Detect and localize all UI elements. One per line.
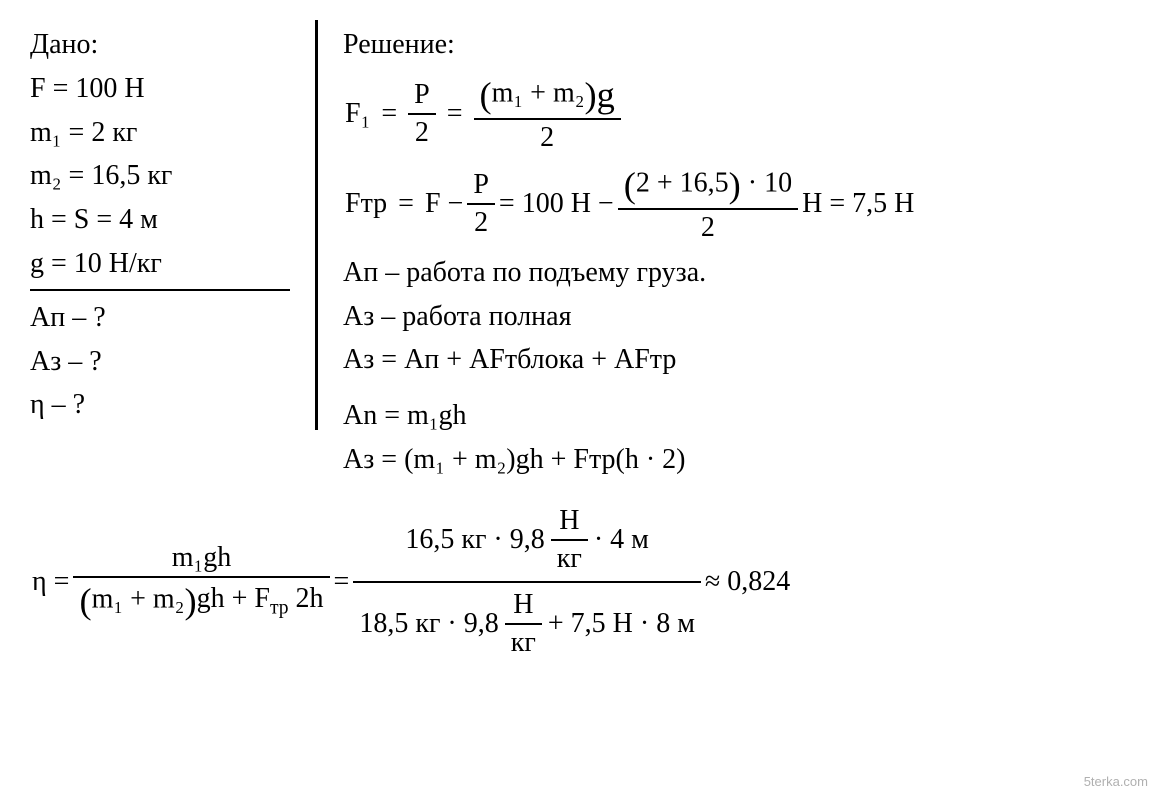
fraction: (m₁ + m₂)g 2 [474,74,621,154]
numerator: P [408,79,436,115]
numerator: (m₁ + m₂)g [474,74,621,120]
equation-An: An = m₁gh [343,397,1124,435]
given-title: Дано: [30,26,290,64]
note-Ap: Aп – работа по подъему груза. [343,254,1124,292]
given-F: F = 100 H [30,70,290,108]
denominator: 2 [474,120,621,154]
solution-title: Решение: [343,26,1124,64]
fraction: m₁gh (m₁ + m₂)gh + Fтр 2h [73,542,329,622]
equals-sign: = [391,188,421,220]
efficiency-equation-section: η = m₁gh (m₁ + m₂)gh + Fтр 2h = 16,5 кг … [30,505,1124,659]
equation-Az-expanded: Aз = (m₁ + m₂)gh + Fтр(h · 2) [343,441,1124,479]
equation-eta: η = m₁gh (m₁ + m₂)gh + Fтр 2h = 16,5 кг … [30,505,1124,659]
eq-term: F − [425,188,463,220]
denominator: 2 [408,115,436,149]
find-Ap: Aп – ? [30,299,290,337]
eq-term: = 100 H − [499,188,614,220]
unit-fraction: H кг [505,589,542,659]
fraction: ((2 + 16,5) · 102 + 16,5) · 10 2 [618,164,798,244]
given-column: Дано: F = 100 H m₁ = 2 кг m₂ = 16,5 кг h… [30,20,318,430]
find-eta: η – ? [30,386,290,424]
equals-sign: = [334,566,350,598]
given-hs: h = S = 4 м [30,201,290,239]
fraction: P 2 [408,79,436,149]
solution-column: Решение: F₁ = P 2 = (m₁ + m₂)g 2 Fтр = F… [318,20,1124,485]
eq-rhs: H = 7,5 H [802,188,914,220]
equation-F1: F₁ = P 2 = (m₁ + m₂)g 2 [343,74,1124,154]
numerator: P [467,169,495,205]
problem-layout: Дано: F = 100 H m₁ = 2 кг m₂ = 16,5 кг h… [30,20,1124,485]
note-Az: Aз – работа полная [343,298,1124,336]
equation-Az-sum: Aз = Aп + AFтблока + AFтр [343,341,1124,379]
given-m2: m₂ = 16,5 кг [30,157,290,195]
denominator: (m₁ + m₂)gh + Fтр 2h [73,578,329,622]
equals-sign: = [374,98,404,130]
given-g: g = 10 Н/кг [30,245,290,283]
given-divider [30,289,290,291]
denominator: 18,5 кг · 9,8 H кг + 7,5 H · 8 м [353,583,701,659]
given-m1: m₁ = 2 кг [30,114,290,152]
equation-Ftr: Fтр = F − P 2 = 100 H − ((2 + 16,5) · 10… [343,164,1124,244]
watermark: 5terka.com [1084,774,1148,789]
fraction: P 2 [467,169,495,239]
approx-result: ≈ 0,824 [705,566,790,598]
numerator: 16,5 кг · 9,8 H кг · 4 м [353,505,701,583]
unit-fraction: H кг [551,505,588,575]
numerator: ((2 + 16,5) · 102 + 16,5) · 10 [618,164,798,210]
eq-lhs: Fтр [345,188,387,220]
denominator: 2 [467,205,495,239]
fraction: 16,5 кг · 9,8 H кг · 4 м 18,5 кг · 9,8 H… [353,505,701,659]
numerator: m₁gh [73,542,329,578]
eq-lhs: F₁ [345,98,370,130]
find-Az: Aз – ? [30,343,290,381]
eta-lhs: η = [32,566,69,598]
denominator: 2 [618,210,798,244]
equals-sign: = [440,98,470,130]
